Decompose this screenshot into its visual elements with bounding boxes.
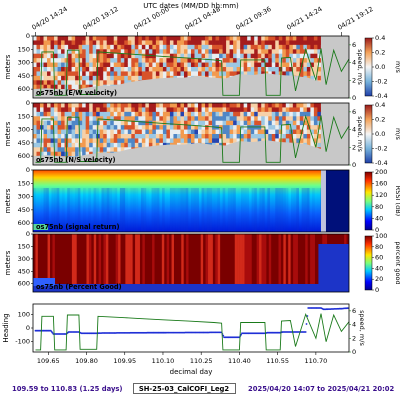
ytick-label: 0 [26,230,30,238]
decimal-tick-label: 110.10 [152,357,175,365]
panel-title-ew: os75nb (E/W velocity) [36,89,117,97]
speed-tick-label: 2 [352,334,356,342]
panel-ns-velocity: os75nb (N/S velocity) [32,102,350,166]
speed-tick-label: 6 [352,41,356,49]
heading-axis-label: Heading [2,313,10,342]
decimal-tick-label: 110.25 [190,357,213,365]
colorbar-tick-label: 0.0 [375,130,385,138]
x-axis-label: decimal day [170,368,213,376]
utc-tick-label: 04/20 19:12 [82,5,120,32]
colorbar [364,171,373,231]
heading-tick-label: 100 [18,311,30,319]
ytick-label: 600 [18,152,30,160]
panel-signal-return: os75nb (signal return) [32,169,350,233]
colorbar-tick-label: 200 [375,168,387,176]
ytick-label: 150 [18,112,30,120]
colorbar-label: percent good [394,241,400,284]
ytick-label: 600 [18,85,30,93]
y-axis-label: meters [4,121,12,146]
ytick-label: 600 [18,219,30,227]
speed-axis-label: speed, m/s [356,116,364,152]
heading-tick-label: 0 [26,324,30,332]
colorbar [364,235,373,291]
ytick-label: 300 [18,193,30,201]
ytick-label: 300 [18,59,30,67]
speed-tick-label: 2 [352,143,356,151]
y-axis-label: meters [4,54,12,79]
ytick-label: 150 [18,45,30,53]
speed-tick-label: 4 [352,321,356,329]
colorbar-tick-label: -0.4 [375,159,388,167]
colorbar-tick-label: 60 [375,254,383,262]
ytick-label: 450 [18,267,30,275]
colorbar-tick-label: 0.4 [375,34,385,42]
speed-axis-label: speed, m/s [358,310,366,346]
colorbar-label: m/s [394,128,400,141]
y-axis-label: meters [4,188,12,213]
colorbar-tick-label: 40 [375,214,383,222]
decimal-tick-label: 110.70 [304,357,327,365]
colorbar-label: m/s [394,61,400,74]
colorbar-tick-label: 80 [375,243,383,251]
colorbar [364,37,373,97]
colorbar-tick-label: 120 [375,191,387,199]
colorbar-tick-label: 0.2 [375,116,385,124]
y-axis-label: meters [4,250,12,275]
speed-tick-label: 2 [352,76,356,84]
decimal-tick-label: 109.95 [113,357,136,365]
speed-tick-label: 0 [352,94,356,102]
utc-tick-label: 04/21 14:24 [285,5,323,32]
ytick-label: 0 [26,166,30,174]
colorbar-tick-label: 40 [375,264,383,272]
ytick-label: 0 [26,99,30,107]
colorbar-tick-label: -0.2 [375,145,388,153]
panel-title-signal: os75nb (signal return) [36,223,120,231]
heading-tick-label: -100 [15,337,30,345]
ytick-label: 600 [18,280,30,288]
colorbar [364,104,373,164]
ytick-label: 150 [18,242,30,250]
panel-ew-velocity: os75nb (E/W velocity) [32,35,350,99]
speed-tick-label: 0 [352,348,356,356]
decimal-tick-label: 109.80 [75,357,98,365]
speed-tick-label: 6 [352,307,356,315]
ytick-label: 450 [18,72,30,80]
colorbar-tick-label: -0.4 [375,92,388,100]
panel-title-pg: os75nb (Percent Good) [36,283,122,291]
ytick-label: 0 [26,32,30,40]
colorbar-label: RSSI (dB) [394,186,400,216]
ytick-label: 300 [18,255,30,263]
ytick-label: 150 [18,179,30,187]
ytick-label: 450 [18,139,30,147]
colorbar-tick-label: 0.2 [375,49,385,57]
panel-title-ns: os75nb (N/S velocity) [36,156,116,164]
decimal-tick-label: 110.40 [228,357,251,365]
utc-tick-label: 04/20 14:24 [31,5,69,32]
speed-tick-label: 0 [352,161,356,169]
colorbar-tick-label: 100 [375,232,387,240]
colorbar-tick-label: -0.2 [375,78,388,86]
utc-axis-label: UTC dates (MM/DD hh:mm) [143,2,239,10]
ytick-label: 450 [18,206,30,214]
colorbar-tick-label: 160 [375,180,387,188]
colorbar-tick-label: 0.0 [375,63,385,71]
decimal-tick-label: 110.55 [266,357,289,365]
panel-percent-good: os75nb (Percent Good) [32,233,350,293]
speed-tick-label: 6 [352,108,356,116]
panel-heading-speed [32,303,350,353]
ytick-label: 300 [18,126,30,134]
colorbar-tick-label: 20 [375,275,383,283]
colorbar-tick-label: 0 [375,286,379,294]
colorbar-tick-label: 0.4 [375,101,385,109]
speed-tick-label: 4 [352,126,356,134]
decimal-tick-label: 109.65 [37,357,60,365]
speed-axis-label: speed, m/s [356,49,364,85]
speed-tick-label: 4 [352,59,356,67]
colorbar-tick-label: 80 [375,203,383,211]
colorbar-tick-label: 0 [375,226,379,234]
utc-tick-label: 04/21 09:36 [234,5,272,32]
cruise-name-box [133,383,236,394]
utc-tick-label: 04/21 19:12 [336,5,374,32]
